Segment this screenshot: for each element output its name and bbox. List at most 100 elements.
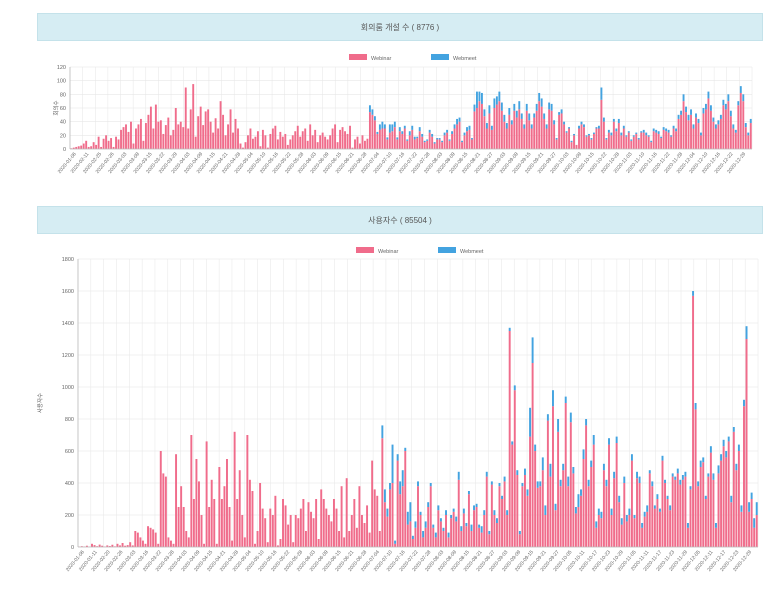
bar-webinar[interactable] (575, 144, 578, 149)
bar-webinar[interactable] (208, 507, 211, 547)
bar-webmeet[interactable] (528, 113, 531, 121)
bar-webinar[interactable] (618, 502, 621, 547)
bar-webinar[interactable] (80, 546, 83, 547)
bar-webinar[interactable] (226, 459, 228, 547)
bar-webinar[interactable] (465, 526, 468, 547)
bar-webinar[interactable] (137, 124, 140, 149)
bar-webmeet[interactable] (388, 124, 391, 133)
bar-webinar[interactable] (505, 128, 508, 150)
bar-webmeet[interactable] (585, 419, 588, 426)
bar-webinar[interactable] (534, 451, 537, 547)
bar-webinar[interactable] (585, 425, 588, 547)
bar-webinar[interactable] (448, 140, 451, 149)
bar-webinar[interactable] (154, 532, 157, 547)
bar-webinar[interactable] (279, 131, 282, 149)
bar-webinar[interactable] (87, 146, 90, 149)
bar-webmeet[interactable] (732, 427, 735, 432)
bar-webinar[interactable] (743, 406, 745, 547)
bar-webinar[interactable] (105, 135, 108, 149)
bar-webinar[interactable] (152, 128, 155, 150)
bar-webmeet[interactable] (587, 479, 590, 487)
bar-webmeet[interactable] (538, 92, 541, 102)
bar-webinar[interactable] (309, 124, 312, 149)
bar-webinar[interactable] (493, 108, 496, 149)
bar-webinar[interactable] (729, 116, 732, 149)
bar-webinar[interactable] (671, 476, 674, 547)
bar-webinar[interactable] (271, 128, 274, 150)
bar-webinar[interactable] (475, 507, 478, 547)
bar-webinar[interactable] (508, 331, 511, 547)
bar-webinar[interactable] (306, 140, 309, 149)
legend[interactable]: Webinar Webmeet (356, 247, 484, 255)
bar-webinar[interactable] (175, 454, 178, 547)
bar-webinar[interactable] (615, 131, 618, 149)
bar-webinar[interactable] (600, 518, 603, 547)
bar-webmeet[interactable] (391, 124, 394, 132)
bar-webinar[interactable] (112, 146, 115, 149)
bar-webmeet[interactable] (580, 489, 582, 496)
bar-webmeet[interactable] (570, 140, 573, 143)
bar-webinar[interactable] (630, 140, 633, 149)
bar-webinar[interactable] (730, 502, 733, 547)
bar-webmeet[interactable] (534, 444, 537, 451)
bar-webinar[interactable] (531, 363, 534, 547)
bar-webmeet[interactable] (465, 523, 468, 527)
bar-webmeet[interactable] (692, 291, 695, 296)
bar-webmeet[interactable] (409, 502, 412, 522)
bar-webmeet[interactable] (439, 518, 442, 522)
bar-webinar[interactable] (739, 92, 742, 149)
bar-webinar[interactable] (541, 470, 544, 547)
bar-webinar[interactable] (513, 110, 516, 149)
bar-webinar[interactable] (204, 111, 207, 149)
bar-webmeet[interactable] (438, 138, 441, 140)
bar-webmeet[interactable] (671, 473, 674, 477)
bar-webinar[interactable] (396, 460, 399, 547)
bar-webinar[interactable] (396, 139, 399, 149)
bar-webinar[interactable] (628, 515, 631, 547)
bar-webmeet[interactable] (485, 471, 488, 477)
bar-webmeet[interactable] (717, 120, 720, 125)
bar-webmeet[interactable] (652, 128, 655, 132)
bar-webmeet[interactable] (592, 435, 595, 445)
bar-webinar[interactable] (304, 531, 307, 547)
bar-webmeet[interactable] (536, 481, 539, 488)
bar-webmeet[interactable] (646, 505, 649, 512)
bar-webinar[interactable] (187, 128, 190, 150)
bar-webmeet[interactable] (381, 425, 384, 439)
bar-webmeet[interactable] (743, 399, 745, 407)
bar-webmeet[interactable] (368, 105, 371, 113)
bar-webinar[interactable] (271, 515, 274, 547)
bar-webmeet[interactable] (620, 132, 623, 136)
bar-webinar[interactable] (316, 142, 319, 149)
bar-webinar[interactable] (136, 532, 139, 547)
bar-webinar[interactable] (164, 476, 167, 547)
bar-webmeet[interactable] (700, 132, 702, 136)
bar-webinar[interactable] (480, 532, 483, 547)
bar-webinar[interactable] (108, 546, 111, 547)
bar-webmeet[interactable] (592, 132, 595, 134)
bar-webmeet[interactable] (432, 524, 435, 528)
bar-webinar[interactable] (144, 543, 147, 547)
bar-webmeet[interactable] (645, 132, 648, 136)
bar-webinar[interactable] (92, 142, 95, 149)
bar-webmeet[interactable] (625, 515, 628, 522)
bar-webmeet[interactable] (548, 102, 551, 110)
bar-webinar[interactable] (645, 135, 648, 149)
bar-webinar[interactable] (577, 507, 580, 547)
bar-webinar[interactable] (466, 131, 468, 149)
bar-webinar[interactable] (294, 515, 297, 547)
bar-webinar[interactable] (343, 537, 346, 547)
bar-webinar[interactable] (346, 133, 349, 149)
bar-webinar[interactable] (139, 537, 142, 547)
bar-webinar[interactable] (246, 435, 249, 547)
bar-webinar[interactable] (134, 531, 137, 547)
bar-webinar[interactable] (429, 486, 432, 547)
bar-webinar[interactable] (468, 129, 471, 149)
bar-webmeet[interactable] (457, 471, 460, 480)
bar-webinar[interactable] (182, 507, 185, 547)
bar-webinar[interactable] (164, 125, 167, 149)
legend-label-webmeet[interactable]: Webmeet (460, 249, 484, 255)
bar-webmeet[interactable] (393, 121, 396, 128)
bar-webmeet[interactable] (661, 455, 664, 461)
bar-webinar[interactable] (354, 139, 356, 149)
